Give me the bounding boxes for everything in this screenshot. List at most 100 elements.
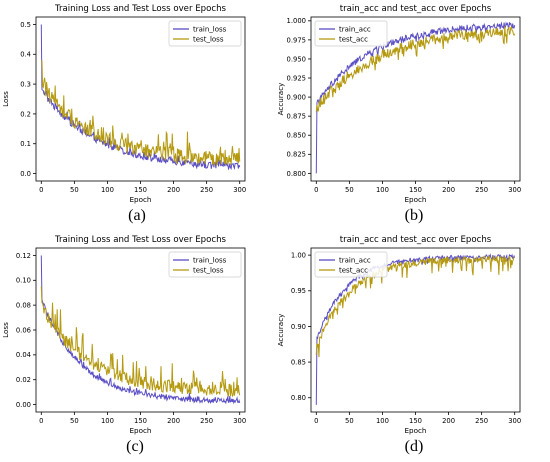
y-axis-label: Accuracy [276,313,285,347]
accuracy-chart-d: train_acc and test_acc over Epochs 0 50 100… [276,235,521,435]
y-tick-label: 0.975 [287,36,306,44]
x-tick-label: 50 [345,417,354,425]
legend-box [168,20,242,47]
y-tick-label: 0.10 [16,277,31,285]
x-tick-label: 200 [442,417,455,425]
legend-entry: train_acc [339,26,371,34]
legend-entry: test_loss [193,267,224,275]
y-tick-label: 0.925 [287,74,306,82]
series-line-test_loss [40,59,241,167]
x-tick-label: 250 [200,417,213,425]
y-tick-label: 0.3 [20,80,31,88]
series-line-test_acc [315,26,516,113]
panel-c: Training Loss and Test Loss over Epochs 0… [0,231,275,462]
x-tick-label: 50 [345,186,354,194]
legend: train_loss test_loss [168,20,242,47]
series-line-train_loss [40,24,241,171]
panel-label: (c) [126,438,144,455]
y-tick-label: 0.95 [291,287,306,295]
panel-label: (d) [404,438,424,455]
legend-box [168,251,242,278]
y-tick-label: 0.875 [287,113,306,121]
x-tick-label: 0 [39,417,43,425]
y-tick-label: 0.825 [287,151,306,159]
legend-box [314,251,388,278]
y-tick-label: 0.5 [20,21,31,29]
panel-d: train_acc and test_acc over Epochs 0 50 100… [275,231,550,462]
legend: train_acc test_acc [314,251,388,278]
x-tick-label: 200 [167,417,180,425]
x-tick-label: 300 [508,417,521,425]
y-tick-label: 0.800 [287,170,306,178]
y-tick-label: 0.2 [20,110,31,118]
x-tick-label: 200 [167,186,180,194]
x-tick-label: 150 [409,417,422,425]
y-axis-label: Loss [1,91,10,107]
x-tick-label: 250 [200,186,213,194]
legend-entry: test_acc [339,267,368,275]
x-tick-label: 50 [70,186,79,194]
accuracy-chart-b: train_acc and test_acc over Epochs 0 50 100… [276,4,521,204]
x-tick-label: 250 [475,417,488,425]
y-axis-label: Accuracy [276,82,285,116]
y-tick-label: 0.02 [16,376,31,384]
legend: train_acc test_acc [314,20,388,47]
x-tick-label: 150 [134,186,147,194]
y-tick-label: 0.90 [291,323,306,331]
y-axis-label: Loss [1,322,10,338]
panel-label: (a) [128,207,146,224]
legend-entry: train_loss [193,257,227,265]
chart-title: Training Loss and Test Loss over Epochs [54,4,227,14]
y-tick-label: 1.000 [287,17,306,25]
y-tick-label: 0.850 [287,132,306,140]
x-tick-label: 0 [314,417,318,425]
legend-entry: train_acc [339,257,371,265]
x-tick-label: 100 [101,186,114,194]
x-tick-label: 0 [39,186,43,194]
panel-a: Training Loss and Test Loss over Epochs 0… [0,0,275,231]
y-tick-label: 0.85 [291,358,306,366]
x-axis-label: Epoch [404,195,426,204]
y-tick-label: 0.08 [16,302,31,310]
loss-chart-c: Training Loss and Test Loss over Epochs 0… [1,235,246,435]
loss-chart-a: Training Loss and Test Loss over Epochs 0… [1,4,246,204]
chart-title: train_acc and test_acc over Epochs [340,4,492,14]
y-tick-label: 1.00 [291,252,306,260]
x-tick-label: 50 [70,417,79,425]
x-tick-label: 200 [442,186,455,194]
x-axis-label: Epoch [129,426,151,435]
legend-entry: train_loss [193,26,227,34]
series-line-train_acc [315,21,516,174]
x-tick-label: 0 [314,186,318,194]
y-tick-label: 0.12 [16,252,31,260]
y-tick-label: 0.900 [287,93,306,101]
series-line-test_loss [40,286,241,398]
x-tick-label: 150 [134,417,147,425]
legend: train_loss test_loss [168,251,242,278]
legend-box [314,20,388,47]
series-line-test_acc [315,254,515,358]
y-tick-label: 0.06 [16,326,31,334]
y-tick-label: 0.4 [20,51,31,59]
y-tick-label: 0.04 [16,351,31,359]
chart-title: Training Loss and Test Loss over Epochs [54,235,227,245]
legend-entry: test_acc [339,36,368,44]
x-tick-label: 300 [233,417,246,425]
panel-b: train_acc and test_acc over Epochs 0 50 100… [275,0,550,231]
series-line-train_loss [40,255,241,405]
x-tick-label: 150 [409,186,422,194]
y-tick-label: 0.80 [291,394,306,402]
x-tick-label: 250 [475,186,488,194]
x-tick-label: 100 [376,186,389,194]
y-tick-label: 0.950 [287,55,306,63]
panel-label: (b) [404,207,424,224]
x-tick-label: 100 [101,417,114,425]
y-tick-label: 0.00 [16,401,31,409]
x-tick-label: 300 [233,186,246,194]
x-axis-label: Epoch [129,195,151,204]
y-tick-label: 0.1 [20,140,31,148]
x-tick-label: 300 [508,186,521,194]
chart-title: train_acc and test_acc over Epochs [340,235,492,245]
legend-entry: test_loss [193,36,224,44]
x-tick-label: 100 [376,417,389,425]
